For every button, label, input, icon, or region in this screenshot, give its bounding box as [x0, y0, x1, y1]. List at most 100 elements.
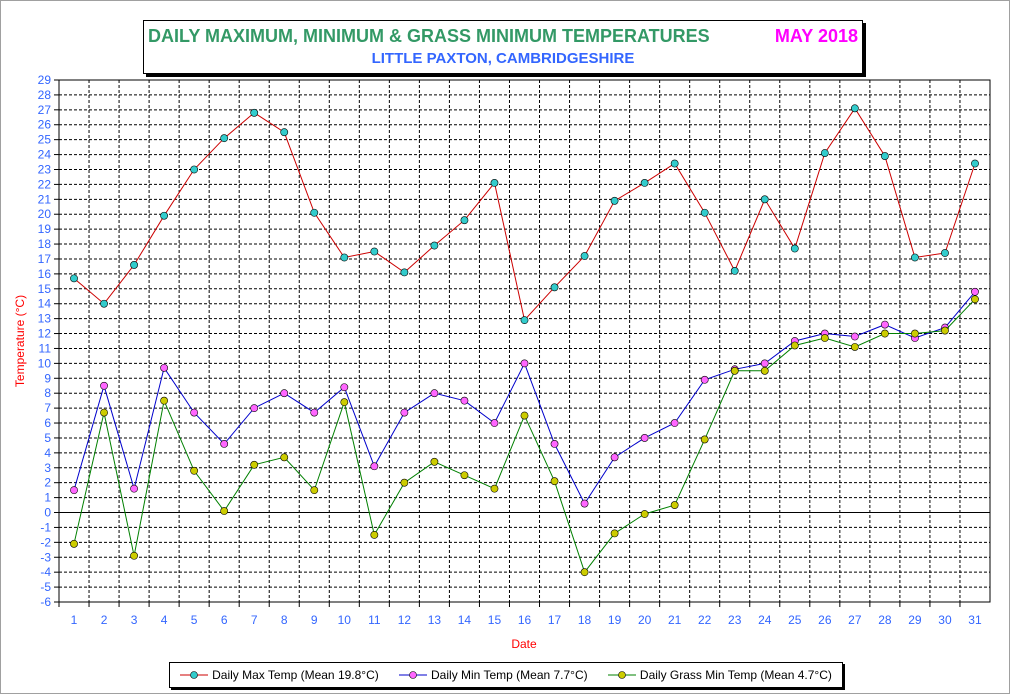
data-point-min — [160, 363, 169, 372]
x-tick-label: 29 — [908, 613, 922, 627]
y-tick-label: -3 — [40, 550, 51, 564]
data-point-max — [250, 108, 259, 117]
x-tick-label: 3 — [131, 613, 138, 627]
data-point-min — [670, 419, 679, 427]
data-point-max — [280, 128, 289, 137]
x-tick-label: 27 — [848, 613, 862, 627]
data-point-max — [160, 211, 169, 220]
x-tick-label: 21 — [668, 613, 682, 627]
data-point-max — [220, 134, 229, 143]
data-point-grass — [160, 396, 169, 405]
data-point-max — [760, 195, 769, 204]
y-tick-label: 5 — [44, 431, 51, 445]
plot-border — [58, 79, 991, 603]
series-max — [70, 104, 979, 325]
data-point-grass — [190, 466, 199, 475]
legend-swatch-min — [399, 671, 428, 679]
data-point-min — [580, 499, 589, 508]
x-tick-label: 10 — [338, 613, 352, 627]
data-point-grass — [70, 539, 78, 548]
legend-label-max: Daily Max Temp (Mean 19.8°C) — [212, 668, 379, 682]
series — [70, 104, 979, 577]
data-point-min — [971, 287, 979, 296]
data-point-min — [610, 453, 619, 462]
y-tick-label: 22 — [38, 177, 52, 191]
x-tick-label: 5 — [191, 613, 198, 627]
data-point-max — [941, 249, 949, 257]
data-point-grass — [880, 329, 889, 338]
y-tick-label: -5 — [40, 580, 51, 594]
data-point-grass — [430, 457, 439, 466]
y-tick-label: 26 — [38, 118, 52, 132]
data-point-min — [520, 359, 529, 368]
data-point-grass — [850, 343, 859, 351]
data-point-grass — [941, 326, 949, 335]
data-point-grass — [340, 398, 349, 407]
y-tick-label: 24 — [38, 148, 52, 162]
data-point-grass — [580, 568, 589, 577]
x-tick-label: 23 — [728, 613, 742, 627]
y-tick-label: 16 — [38, 267, 52, 281]
data-point-max — [310, 208, 319, 217]
x-tick-label: 15 — [488, 613, 502, 627]
y-tick-label: 13 — [38, 312, 52, 326]
data-point-min — [700, 375, 709, 384]
chart-month: MAY 2018 — [774, 26, 858, 46]
x-tick-label: 20 — [638, 613, 652, 627]
data-point-grass — [790, 341, 799, 350]
data-point-min — [100, 381, 108, 390]
y-tick-label: 0 — [44, 506, 51, 520]
y-tick-label: 4 — [44, 446, 51, 460]
data-point-max — [820, 149, 829, 157]
x-tick-label: 9 — [311, 613, 318, 627]
x-tick-label: 17 — [548, 613, 562, 627]
data-point-max — [100, 299, 108, 308]
data-point-max — [130, 261, 138, 269]
data-point-grass — [730, 366, 739, 375]
data-point-grass — [550, 477, 559, 486]
legend: Daily Max Temp (Mean 19.8°C) Daily Min T… — [169, 662, 843, 688]
data-point-min — [370, 462, 379, 471]
data-point-grass — [400, 478, 409, 487]
data-point-max — [580, 252, 589, 260]
series-grass — [70, 295, 979, 577]
data-point-max — [700, 208, 709, 217]
y-tick-label: 12 — [38, 327, 52, 341]
x-tick-label: 11 — [368, 613, 381, 627]
data-point-min — [220, 440, 229, 448]
data-point-grass — [911, 329, 919, 338]
x-tick-label: 22 — [698, 613, 712, 627]
x-tick-label: 13 — [428, 613, 442, 627]
data-point-grass — [310, 486, 319, 495]
x-tick-label: 12 — [398, 613, 412, 627]
data-point-grass — [250, 460, 259, 469]
legend-label-grass: Daily Grass Min Temp (Mean 4.7°C) — [639, 668, 832, 682]
data-point-min — [280, 389, 289, 398]
data-point-grass — [460, 471, 469, 480]
x-tick-label: 6 — [221, 613, 228, 627]
y-tick-label: 19 — [38, 222, 52, 236]
data-point-grass — [820, 334, 829, 342]
data-point-max — [460, 216, 469, 225]
data-point-min — [130, 484, 138, 493]
y-tick-label: 2 — [44, 476, 51, 490]
data-point-max — [880, 152, 889, 160]
x-tick-label: 8 — [281, 613, 288, 627]
x-tick-label: 14 — [458, 613, 472, 627]
data-point-grass — [700, 435, 709, 444]
data-point-min — [340, 383, 349, 392]
data-point-grass — [130, 551, 138, 560]
y-tick-label: 28 — [38, 88, 52, 102]
data-point-min — [430, 389, 439, 398]
y-tick-label: -6 — [40, 595, 51, 609]
y-tick-label: -4 — [40, 565, 51, 579]
data-point-min — [250, 404, 259, 413]
y-tick-label: 1 — [44, 491, 51, 505]
x-axis-label: Date — [511, 637, 537, 651]
data-point-max — [400, 268, 409, 277]
data-point-grass — [670, 501, 679, 509]
x-tick-label: 26 — [818, 613, 832, 627]
data-point-max — [730, 267, 739, 275]
data-point-grass — [640, 510, 649, 518]
data-point-max — [971, 159, 979, 168]
